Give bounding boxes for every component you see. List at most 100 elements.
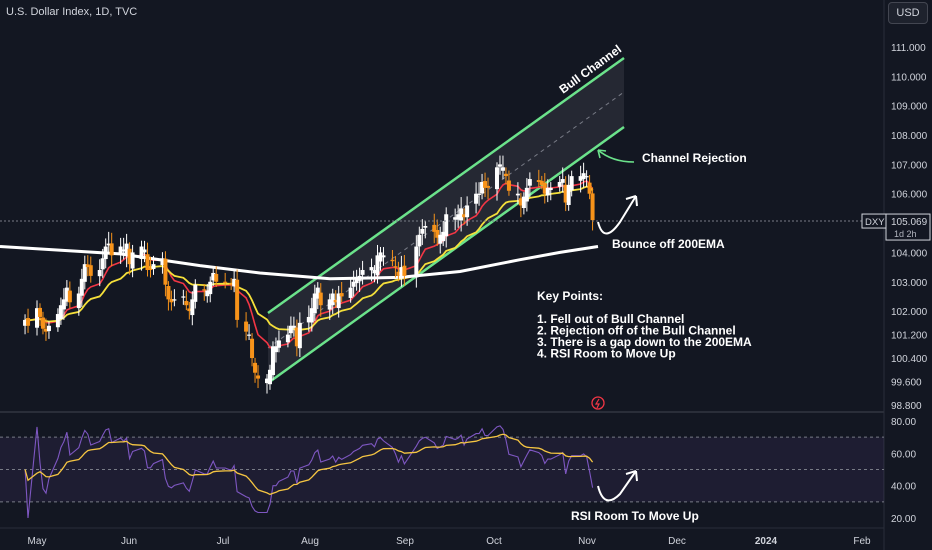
candle-body bbox=[315, 287, 320, 299]
bounce-label: Bounce off 200EMA bbox=[612, 237, 725, 251]
rsi-tick-label: 80.00 bbox=[891, 417, 916, 428]
rsi-tick-label: 40.00 bbox=[891, 482, 916, 493]
candle-body bbox=[270, 346, 275, 376]
candle-body bbox=[515, 193, 520, 196]
candle-body bbox=[256, 375, 261, 379]
candle-body bbox=[97, 270, 102, 277]
candle-body bbox=[229, 283, 234, 285]
candle-body bbox=[82, 264, 87, 282]
candle-body bbox=[297, 322, 302, 349]
rsi-note-label: RSI Room To Move Up bbox=[571, 509, 699, 523]
candle-body bbox=[244, 321, 249, 332]
candle-body bbox=[590, 193, 595, 221]
candle-body bbox=[369, 267, 374, 271]
candle-body bbox=[375, 255, 380, 276]
candle-body bbox=[435, 229, 440, 238]
candle-body bbox=[184, 300, 189, 306]
candle-body bbox=[285, 334, 290, 343]
currency-button[interactable]: USD bbox=[888, 2, 928, 24]
candle-body bbox=[163, 258, 168, 285]
price-tick-label: 103.000 bbox=[891, 278, 928, 289]
candle-body bbox=[288, 325, 293, 334]
rejection-arrow-head bbox=[597, 149, 607, 159]
rsi-tick-label: 20.00 bbox=[891, 514, 916, 525]
candle-body bbox=[396, 271, 401, 276]
candle-body bbox=[581, 173, 586, 180]
price-tick-label: 106.000 bbox=[891, 190, 928, 201]
candle-body bbox=[420, 228, 425, 234]
candle-body bbox=[503, 173, 508, 177]
candle-body bbox=[85, 264, 90, 268]
candle-body bbox=[474, 193, 479, 204]
candle-body bbox=[357, 275, 362, 281]
countdown-label: 1d 2h bbox=[894, 229, 917, 239]
candle-body bbox=[106, 243, 111, 246]
candle-body bbox=[312, 293, 317, 314]
candle-body bbox=[563, 184, 568, 203]
candle-body bbox=[527, 179, 532, 186]
candle-body bbox=[339, 293, 344, 297]
candle-body bbox=[306, 316, 311, 323]
candle-body bbox=[381, 255, 386, 258]
candle-body bbox=[459, 208, 464, 221]
candle-body bbox=[494, 167, 499, 190]
time-tick-label: Jul bbox=[217, 536, 230, 547]
price-tick-label: 108.000 bbox=[891, 131, 928, 142]
rejection-arrow bbox=[597, 149, 635, 163]
price-tick-label: 99.600 bbox=[891, 378, 922, 389]
candle-body bbox=[399, 267, 404, 279]
candle-body bbox=[232, 278, 237, 287]
candle-body bbox=[64, 287, 69, 302]
candle-body bbox=[166, 286, 171, 300]
candle-body bbox=[181, 296, 186, 298]
candle-body bbox=[172, 299, 177, 301]
candle-body bbox=[500, 167, 505, 171]
candle-body bbox=[40, 317, 45, 329]
candle-body bbox=[441, 231, 446, 242]
rsi-line bbox=[24, 425, 594, 519]
candle-body bbox=[444, 214, 449, 237]
candle-body bbox=[187, 308, 192, 312]
candle-body bbox=[127, 248, 132, 265]
candle-body bbox=[539, 180, 544, 185]
candle-body bbox=[465, 205, 470, 218]
key-points-title: Key Points: bbox=[537, 289, 603, 303]
candle-body bbox=[336, 293, 341, 309]
candle-body bbox=[100, 258, 105, 270]
candle-body bbox=[333, 299, 338, 303]
candle-body bbox=[423, 226, 428, 228]
candle-body bbox=[524, 187, 529, 202]
rsi-tick-label: 60.00 bbox=[891, 449, 916, 460]
candle-body bbox=[372, 270, 377, 274]
candle-body bbox=[223, 281, 228, 283]
candle-body bbox=[542, 182, 547, 194]
rsi-arrow bbox=[597, 470, 637, 502]
candle-body bbox=[518, 198, 523, 206]
candle-body bbox=[202, 289, 207, 291]
rsi-ma-line bbox=[24, 433, 594, 496]
time-tick-label: Nov bbox=[578, 536, 596, 547]
candle-body bbox=[205, 290, 210, 297]
candle-body bbox=[169, 299, 174, 303]
candle-body bbox=[462, 214, 467, 218]
price-tick-label: 98.800 bbox=[891, 401, 922, 412]
symbol-tag: DXY bbox=[865, 217, 885, 228]
candle-body bbox=[578, 176, 583, 181]
candle-body bbox=[318, 292, 323, 306]
candle-body bbox=[118, 246, 123, 255]
candle-body bbox=[267, 369, 272, 385]
rsi-arrow-head bbox=[625, 470, 638, 482]
candle-body bbox=[330, 293, 335, 306]
candle-body bbox=[351, 281, 356, 287]
time-tick-label: Aug bbox=[301, 536, 319, 547]
candle-body bbox=[23, 319, 28, 326]
time-tick-label: Sep bbox=[396, 536, 414, 547]
lightning-icon[interactable] bbox=[591, 396, 605, 410]
candle-body bbox=[414, 246, 419, 278]
candle-body bbox=[26, 318, 31, 326]
candle-body bbox=[121, 249, 126, 252]
candle-body bbox=[390, 259, 395, 262]
time-tick-label: 2024 bbox=[755, 536, 778, 547]
